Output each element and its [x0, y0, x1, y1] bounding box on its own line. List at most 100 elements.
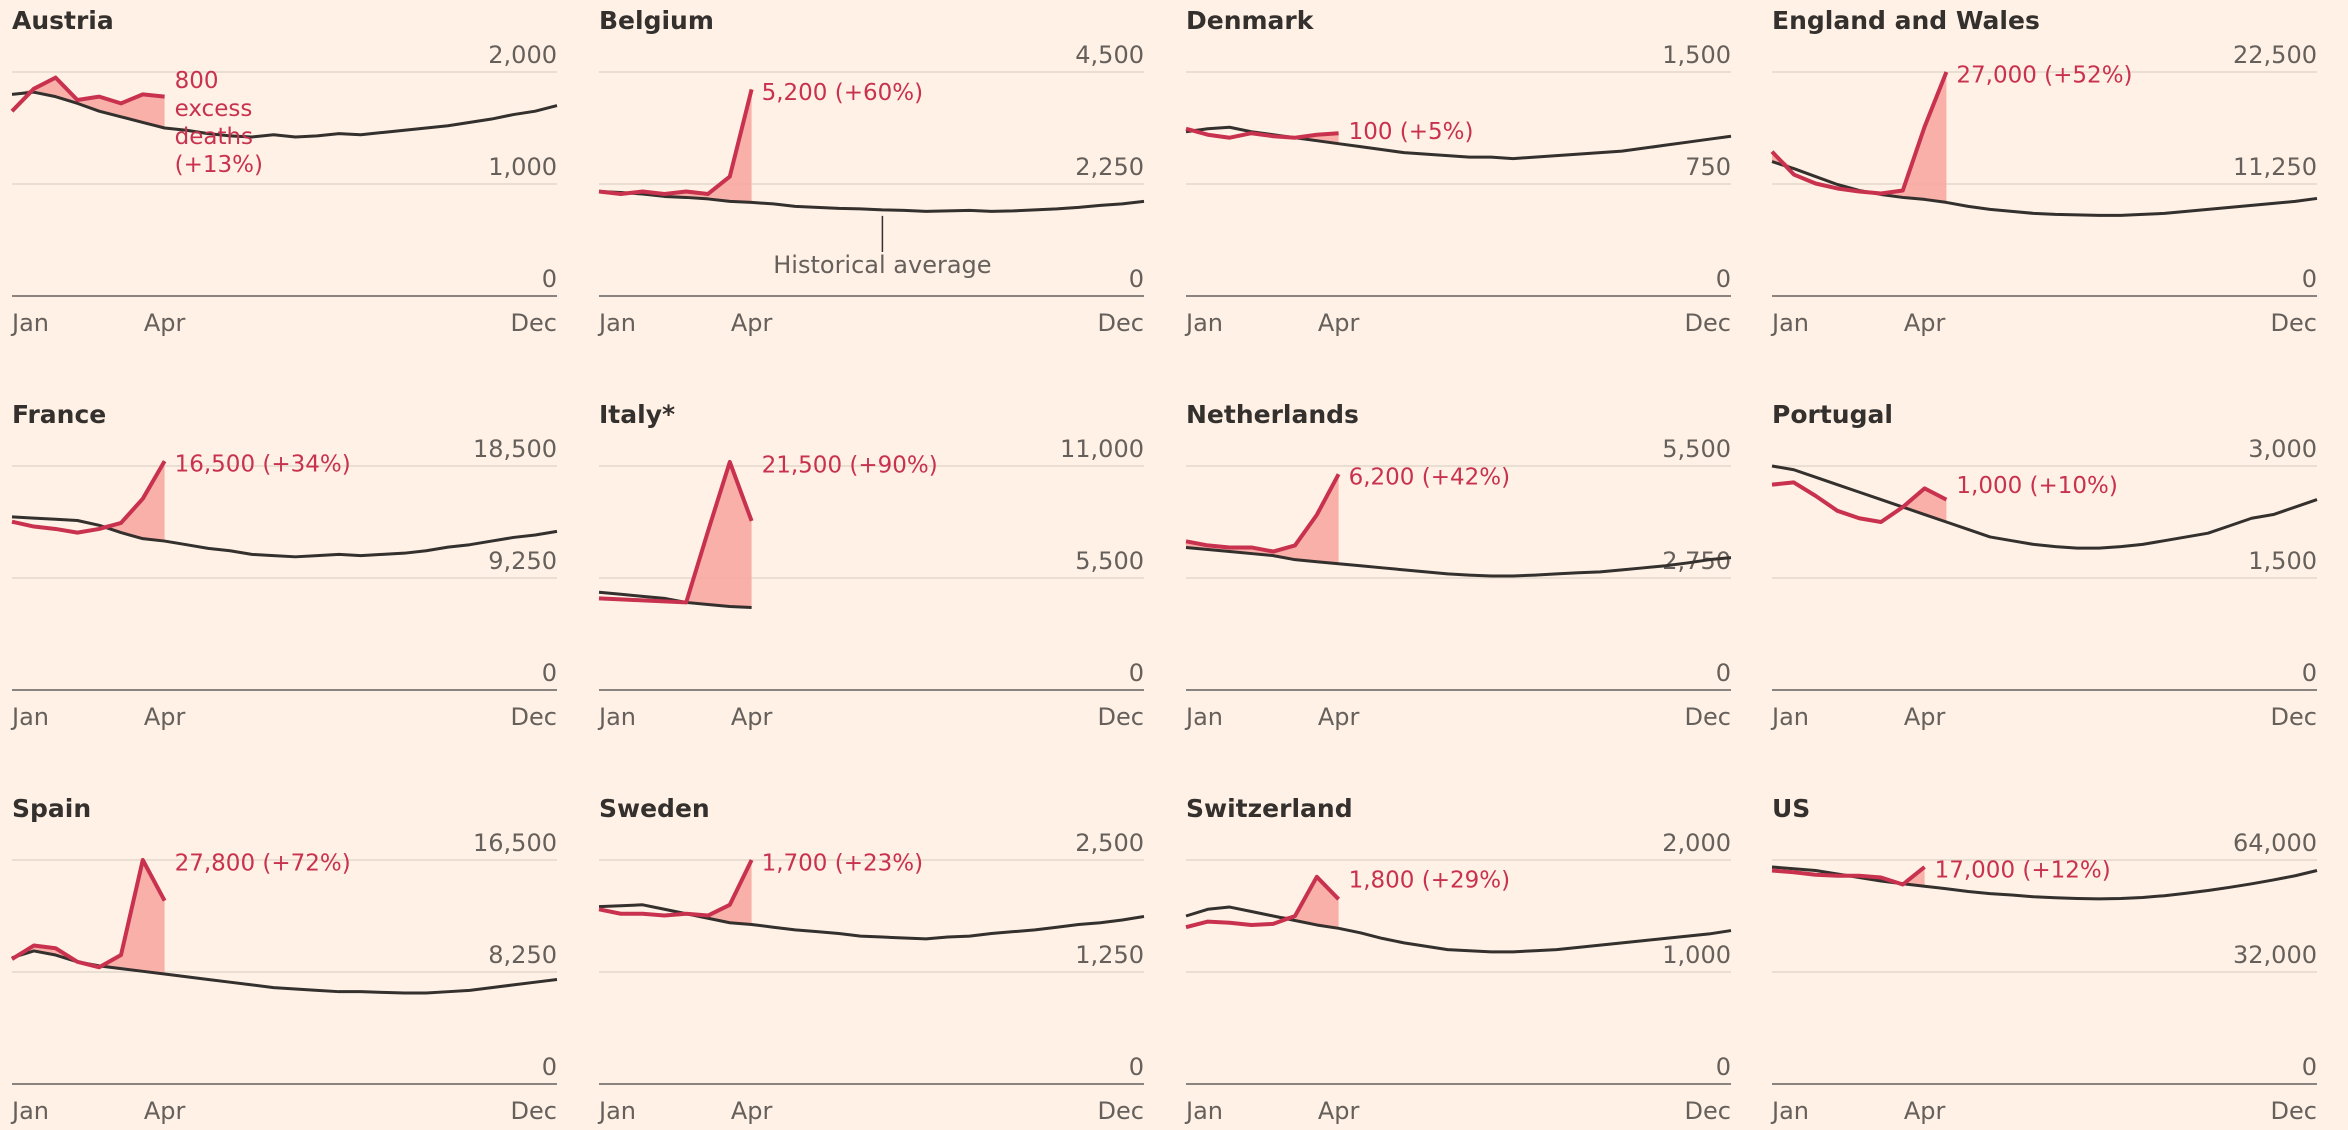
panel: Denmark 0 750 1,500 Jan Apr Dec 100 (+5%) [1184, 6, 1732, 337]
annotation: 17,000 (+12%) [1935, 858, 2111, 884]
excess-area [12, 860, 165, 975]
line-average [1185, 545, 1732, 578]
y-tick-label: 11,000 [1060, 435, 1144, 463]
annotation: excess [175, 96, 253, 122]
annotation: 1,000 (+10%) [1956, 473, 2117, 499]
line-average [598, 189, 1145, 213]
x-tick-label: Apr [731, 1097, 773, 1125]
y-tick-label: 8,250 [488, 941, 557, 969]
y-tick-label: 2,500 [1075, 829, 1144, 857]
y-tick-label: 22,500 [2233, 41, 2317, 69]
y-tick-label: 16,500 [473, 829, 557, 857]
x-tick-label: Dec [511, 1097, 557, 1125]
panel-title: Netherlands [1186, 400, 1359, 429]
x-tick-label: Apr [1904, 703, 1946, 731]
line-average [1185, 905, 1732, 954]
panel-title: England and Wales [1772, 6, 2040, 35]
annotation: 16,500 (+34%) [175, 452, 351, 478]
x-tick-label: Apr [1318, 703, 1360, 731]
x-tick-label: Apr [144, 703, 186, 731]
y-tick-label: 0 [2302, 1053, 2317, 1081]
x-tick-label: Jan [597, 703, 636, 731]
x-tick-label: Dec [2271, 703, 2317, 731]
x-tick-label: Apr [731, 309, 773, 337]
y-tick-label: 2,250 [1075, 153, 1144, 181]
panel-title: US [1772, 794, 1810, 823]
line-average [11, 515, 558, 559]
x-tick-label: Apr [731, 703, 773, 731]
y-tick-label: 4,500 [1075, 41, 1144, 69]
line-2020 [598, 859, 754, 918]
x-tick-label: Jan [1184, 703, 1223, 731]
line-2020 [1185, 473, 1341, 554]
y-tick-label: 64,000 [2233, 829, 2317, 857]
line-average [598, 903, 1145, 941]
panel: Portugal 0 1,500 3,000 Jan Apr Dec 1,000 (+10%) [1770, 400, 2318, 731]
line-2020 [10, 75, 165, 113]
x-tick-label: Apr [1904, 309, 1946, 337]
y-tick-label: 0 [2302, 265, 2317, 293]
x-tick-label: Dec [1098, 703, 1144, 731]
annotation: 6,200 (+42%) [1349, 465, 1511, 491]
y-tick-label: 1,000 [488, 153, 557, 181]
x-tick-label: Jan [1184, 1097, 1223, 1125]
panel-title: Denmark [1186, 6, 1315, 35]
y-tick-label: 1,500 [1662, 41, 1731, 69]
line-2020 [598, 459, 754, 605]
line-2020 [1185, 126, 1339, 140]
x-tick-label: Apr [144, 309, 186, 337]
annotation: 27,000 (+52%) [1956, 63, 2132, 89]
y-tick-label: 11,250 [2233, 153, 2317, 181]
line-2020 [1185, 874, 1341, 930]
x-tick-label: Jan [10, 1097, 49, 1125]
line-2020 [1770, 71, 1949, 196]
x-tick-label: Dec [1098, 309, 1144, 337]
panel-title: Portugal [1772, 400, 1893, 429]
line-2020 [1771, 480, 1948, 524]
series-label: Historical average [773, 251, 991, 279]
annotation: 1,700 (+23%) [762, 851, 924, 877]
x-tick-label: Dec [1685, 1097, 1731, 1125]
x-tick-label: Jan [1770, 309, 1809, 337]
y-tick-label: 0 [1129, 1053, 1144, 1081]
annotation: 27,800 (+72%) [175, 851, 351, 877]
excess-area [1186, 876, 1339, 929]
x-tick-label: Dec [511, 309, 557, 337]
y-tick-label: 32,000 [2233, 941, 2317, 969]
panel: US 0 32,000 64,000 Jan Apr Dec 17,000 (+12%) [1770, 794, 2318, 1125]
y-tick-label: 1,250 [1075, 941, 1144, 969]
y-tick-label: 5,500 [1075, 547, 1144, 575]
excess-area [599, 461, 752, 608]
panel-title: France [12, 400, 106, 429]
line-2020 [11, 460, 167, 535]
line-2020 [10, 858, 167, 970]
excess-area [12, 77, 165, 128]
x-tick-label: Dec [2271, 1097, 2317, 1125]
panel-title: Spain [12, 794, 91, 823]
y-tick-label: 0 [2302, 659, 2317, 687]
line-average [1771, 865, 2318, 901]
panel: France 0 9,250 18,500 Jan Apr Dec 16,500 (+34%) [10, 400, 558, 731]
excess-area [599, 89, 752, 203]
excess-area [599, 860, 752, 925]
panel-title: Italy* [599, 400, 675, 429]
y-tick-label: 9,250 [488, 547, 557, 575]
y-tick-label: 0 [1716, 265, 1731, 293]
line-2020 [598, 88, 754, 196]
panel: Switzerland 0 1,000 2,000 Jan Apr Dec 1,800 (+2… [1184, 794, 1732, 1125]
x-tick-label: Apr [1318, 309, 1360, 337]
annotation: 100 (+5%) [1349, 119, 1474, 145]
x-tick-label: Dec [1098, 1097, 1144, 1125]
x-tick-label: Jan [597, 309, 636, 337]
line-average [1771, 464, 2318, 550]
y-tick-label: 3,000 [2248, 435, 2317, 463]
y-tick-label: 5,500 [1662, 435, 1731, 463]
annotation: deaths [175, 124, 253, 150]
x-tick-label: Jan [10, 309, 49, 337]
x-tick-label: Jan [1770, 1097, 1809, 1125]
x-tick-label: Apr [1904, 1097, 1946, 1125]
panel: Italy* 0 5,500 11,000 Jan Apr Dec 21,500 (+90%) [597, 400, 1144, 731]
y-tick-label: 1,500 [2248, 547, 2317, 575]
